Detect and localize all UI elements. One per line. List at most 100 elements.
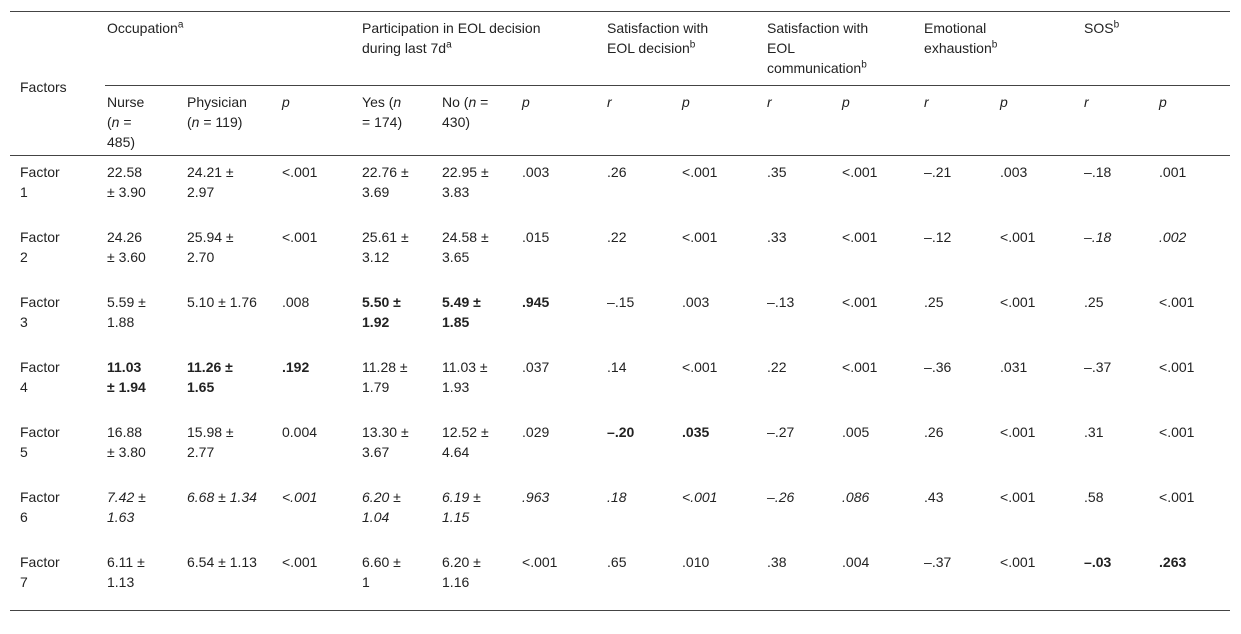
table-row: Factor 4 11.03 ± 1.94 11.26 ± 1.65 .192 11.2… — [10, 351, 1230, 416]
table-cell: –.36 — [922, 351, 998, 416]
table-cell: .037 — [520, 351, 605, 416]
cell-text: <.001 — [1159, 488, 1195, 505]
sub-header: p — [280, 85, 361, 156]
row-label-text: Factor 4 — [20, 358, 60, 395]
cell-text: <.001 — [282, 228, 318, 245]
italic-text: r — [767, 94, 772, 110]
cell-text: –.20 — [607, 423, 635, 440]
sub-header: r — [922, 85, 999, 156]
table-cell: .015 — [520, 221, 605, 286]
group-header: Satisfaction with EOL communicationb — [765, 11, 923, 86]
cell-text: .35 — [767, 164, 787, 180]
italic-text: n — [393, 94, 402, 110]
table-cell: –.18 — [1082, 156, 1157, 221]
cell-text: –.26 — [767, 488, 795, 505]
cell-text: 11.03 ± 1.94 — [107, 358, 146, 395]
group-header: Satisfaction with EOL decisionb — [605, 11, 766, 86]
table-row: Factor 6 7.42 ± 1.63 6.68 ± 1.34 <.001 6.20 … — [10, 481, 1230, 546]
cell-text: .010 — [682, 553, 710, 570]
row-label: Factor 4 — [10, 351, 105, 416]
row-label: Factor 2 — [10, 221, 105, 286]
sub-header-text: Physician (n = 119) — [187, 92, 259, 132]
table-cell: 5.10 ± 1.76 — [185, 286, 280, 351]
table-cell: .43 — [922, 481, 998, 546]
cell-text: 12.52 ± 4.64 — [442, 423, 489, 460]
row-label: Factor 3 — [10, 286, 105, 351]
row-label: Factor 1 — [10, 156, 105, 221]
group-header-text: Satisfaction with EOL decisionb — [607, 18, 732, 58]
italic-text: p — [1159, 94, 1167, 110]
group-header-text: SOSb — [1084, 18, 1230, 38]
cell-text: –.18 — [1084, 164, 1112, 180]
table-cell: 22.58 ± 3.90 — [105, 156, 185, 221]
table-cell: .003 — [520, 156, 605, 221]
sub-header: r — [605, 85, 681, 156]
table-cell: 6.60 ± 1 — [360, 546, 440, 611]
sub-header: p — [520, 85, 606, 156]
footnote-mark: a — [446, 39, 452, 51]
table-cell: 15.98 ± 2.77 — [185, 416, 280, 481]
table-row: Factor 1 22.58 ± 3.90 24.21 ± 2.97 <.001 22.… — [10, 156, 1230, 221]
cell-text: .005 — [842, 423, 870, 440]
cell-text: .22 — [607, 228, 627, 245]
group-header: Occupationa — [105, 11, 361, 86]
table-cell: <.001 — [680, 481, 765, 546]
cell-text: <.001 — [1000, 228, 1036, 245]
cell-text: 6.19 ± 1.15 — [442, 488, 481, 525]
cell-text: 6.11 ± 1.13 — [107, 553, 145, 590]
italic-text: p — [522, 94, 530, 110]
italic-text: r — [924, 94, 929, 110]
footnote-mark: b — [689, 39, 696, 51]
italic-text: n — [191, 114, 200, 130]
table-cell: .010 — [680, 546, 765, 611]
cell-text: <.001 — [842, 358, 878, 375]
table-cell: <.001 — [998, 546, 1082, 611]
row-label-text: Factor 3 — [20, 293, 60, 330]
table-cell: 22.95 ± 3.83 — [440, 156, 520, 221]
cell-text: 5.49 ± 1.85 — [442, 293, 481, 330]
corner-header: Factors — [10, 11, 105, 156]
table-cell: –.37 — [922, 546, 998, 611]
table-cell: <.001 — [998, 481, 1082, 546]
table-cell: 16.88 ± 3.80 — [105, 416, 185, 481]
cell-text: –.37 — [1084, 358, 1112, 375]
sub-header: r — [765, 85, 841, 156]
table-cell: 5.49 ± 1.85 — [440, 286, 520, 351]
cell-text: 16.88 ± 3.80 — [107, 423, 146, 460]
row-label-text: Factor 7 — [20, 553, 60, 590]
italic-text: n — [111, 114, 120, 130]
cell-text: .035 — [682, 423, 710, 440]
sub-header: r — [1082, 85, 1158, 156]
table-cell: .031 — [998, 351, 1082, 416]
group-header: SOSb — [1082, 11, 1231, 86]
sub-header-text: r — [924, 92, 994, 112]
cell-text: 24.21 ± 2.97 — [187, 164, 234, 200]
cell-text: 25.61 ± 3.12 — [362, 228, 409, 265]
cell-text: <.001 — [282, 488, 318, 505]
cell-text: –.15 — [607, 293, 635, 310]
table-cell: 13.30 ± 3.67 — [360, 416, 440, 481]
corner-text: Factors — [20, 78, 67, 95]
table-cell: .004 — [840, 546, 922, 611]
text: Participation in EOL decision during las… — [362, 20, 541, 56]
footnote-mark: b — [991, 39, 998, 51]
cell-text: .263 — [1159, 553, 1187, 570]
cell-text: 22.58 ± 3.90 — [107, 164, 146, 200]
table-cell: .38 — [765, 546, 840, 611]
table-cell: 6.19 ± 1.15 — [440, 481, 520, 546]
cell-text: .002 — [1159, 228, 1187, 245]
table-cell: .33 — [765, 221, 840, 286]
cell-text: 24.26 ± 3.60 — [107, 228, 146, 265]
table-cell: .963 — [520, 481, 605, 546]
cell-text: 22.95 ± 3.83 — [442, 164, 489, 200]
sub-header-text: r — [1084, 92, 1154, 112]
cell-text: 13.30 ± 3.67 — [362, 423, 409, 460]
table-cell: 12.52 ± 4.64 — [440, 416, 520, 481]
table-cell: –.27 — [765, 416, 840, 481]
table-cell: 11.03 ± 1.93 — [440, 351, 520, 416]
text: Yes ( — [362, 94, 394, 110]
table-cell: .22 — [765, 351, 840, 416]
data-table: Factors Occupationa Participation in EOL … — [10, 11, 1231, 611]
table-cell: <.001 — [280, 481, 360, 546]
cell-text: .003 — [682, 293, 710, 310]
